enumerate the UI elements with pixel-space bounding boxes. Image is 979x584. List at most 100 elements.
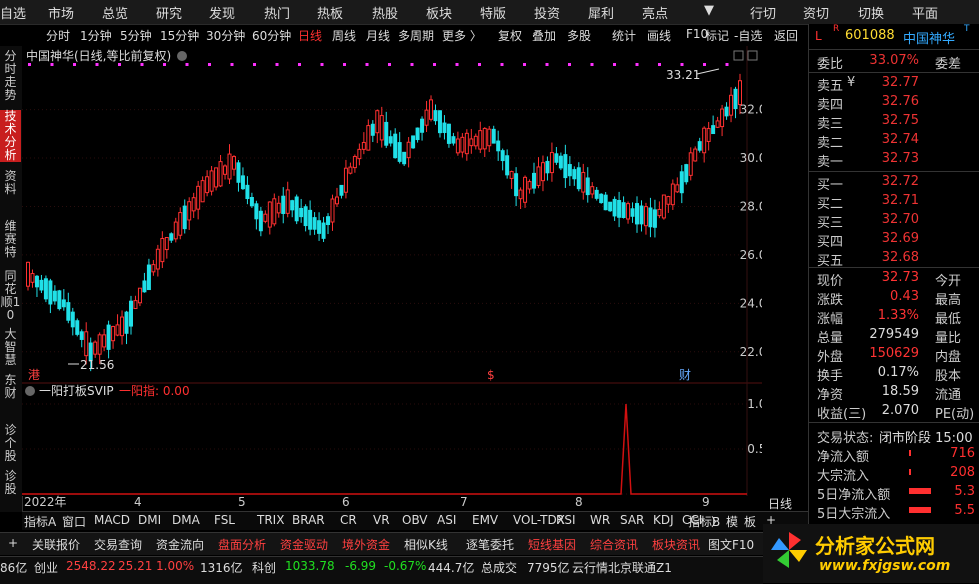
left-tab-1[interactable]: 技术分析 bbox=[0, 110, 21, 162]
left-tab-7[interactable]: 诊个股 bbox=[4, 423, 17, 463]
indicator-tab-5[interactable]: FSL bbox=[214, 513, 235, 527]
indicator-tab-8[interactable]: CR bbox=[340, 513, 357, 527]
toolbar-item-1[interactable]: 叠加 bbox=[532, 29, 557, 43]
indicator-tab-11[interactable]: ASI bbox=[437, 513, 457, 527]
menu-item-1[interactable]: 市场 bbox=[48, 7, 75, 22]
period-tab-5[interactable]: 60分钟 bbox=[252, 29, 292, 43]
indicator-tab-12[interactable]: EMV bbox=[472, 513, 499, 527]
indicator-tab-18[interactable]: CCI bbox=[682, 513, 703, 527]
indicator-tab-17[interactable]: KDJ bbox=[653, 513, 674, 527]
period-tab-9[interactable]: 多周期 bbox=[398, 29, 435, 43]
menu-dropdown-icon[interactable]: ▼ bbox=[704, 3, 714, 18]
menu-item-7[interactable]: 热股 bbox=[372, 7, 399, 22]
kline-chart[interactable]: 中国神华(日线,等比前复权) 32.00 30.00 28.00 26.00 24.00… bbox=[22, 46, 762, 512]
function-item-2[interactable]: 资金流向 bbox=[156, 538, 205, 552]
indicator-tab-10[interactable]: OBV bbox=[402, 513, 428, 527]
left-tab-4[interactable]: 同花顺10 bbox=[0, 269, 21, 322]
menu-item-11[interactable]: 犀利 bbox=[588, 7, 615, 22]
indicator-tab-1[interactable]: 窗口 bbox=[62, 515, 87, 529]
left-tab-5[interactable]: 大智慧 bbox=[4, 327, 17, 367]
indicator-tab-4[interactable]: DMA bbox=[172, 513, 200, 527]
indicator-bar-right-2[interactable]: 板 bbox=[744, 515, 757, 529]
indicator-tab-9[interactable]: VR bbox=[373, 513, 390, 527]
function-item-8[interactable]: 短线基因 bbox=[528, 538, 577, 552]
event-marker-report[interactable]: 财 bbox=[679, 368, 691, 382]
function-item-4[interactable]: 资金驱动 bbox=[280, 538, 329, 552]
function-item-1[interactable]: 交易查询 bbox=[94, 538, 143, 552]
function-item-0[interactable]: 关联报价 bbox=[32, 538, 81, 552]
toolbar-item-4[interactable]: 画线 bbox=[647, 29, 672, 43]
function-item-11[interactable]: 图文F10 bbox=[708, 538, 755, 552]
indicator-bar-right-0[interactable]: 指标B bbox=[688, 515, 721, 529]
status-item-3: 25.21 bbox=[118, 559, 153, 573]
indicator-bar-right-3[interactable]: + bbox=[766, 513, 777, 527]
candle bbox=[549, 142, 554, 182]
indicator-tab-19[interactable]: 〉 bbox=[711, 515, 724, 529]
indicator-tab-15[interactable]: WR bbox=[590, 513, 611, 527]
function-item-7[interactable]: 逐笔委托 bbox=[466, 538, 515, 552]
indicator-tab-14[interactable]: RSI bbox=[556, 513, 576, 527]
menu-item-0[interactable]: 自选 bbox=[0, 7, 27, 22]
toolbar-item-7[interactable]: -自选 bbox=[734, 29, 763, 43]
stat-row-6: 净资 18.59 流通 bbox=[809, 383, 979, 403]
menu-item-12[interactable]: 亮点 bbox=[642, 7, 669, 22]
indicator-bar-right-1[interactable]: 模 bbox=[726, 515, 739, 529]
function-item-5[interactable]: 境外资金 bbox=[342, 538, 391, 552]
menu-item-10[interactable]: 投资 bbox=[534, 7, 561, 22]
indicator-tab-6[interactable]: TRIX bbox=[257, 513, 285, 527]
toolbar-item-3[interactable]: 统计 bbox=[612, 29, 637, 43]
signal-marker bbox=[343, 63, 346, 66]
indicator-tab-0[interactable]: 指标A bbox=[24, 515, 57, 529]
toolbar-item-8[interactable]: 返回 bbox=[774, 29, 799, 43]
chart-settings-icon[interactable] bbox=[177, 51, 187, 61]
indicator-name[interactable]: 一阳打板SVIP bbox=[39, 384, 114, 398]
left-tab-0[interactable]: 分时走势 bbox=[4, 49, 17, 102]
candle bbox=[97, 332, 102, 365]
menu-right-item-1[interactable]: 资切 bbox=[803, 7, 830, 22]
menu-item-2[interactable]: 总览 bbox=[102, 7, 129, 22]
toolbar-item-2[interactable]: 多股 bbox=[567, 29, 592, 43]
period-tab-6[interactable]: 日线 bbox=[298, 29, 323, 43]
left-tab-8[interactable]: 诊股 bbox=[4, 469, 17, 496]
period-tab-8[interactable]: 月线 bbox=[366, 29, 391, 43]
period-tab-0[interactable]: 分时 bbox=[46, 29, 71, 43]
period-tab-2[interactable]: 5分钟 bbox=[120, 29, 152, 43]
indicator-tab-13[interactable]: VOL-TDX bbox=[513, 513, 565, 527]
indicator-tab-16[interactable]: SAR bbox=[620, 513, 645, 527]
menu-right-item-3[interactable]: 平面 bbox=[912, 7, 939, 22]
function-item-10[interactable]: 板块资讯 bbox=[652, 538, 701, 552]
menu-item-5[interactable]: 热门 bbox=[264, 7, 291, 22]
menu-item-6[interactable]: 热板 bbox=[317, 7, 344, 22]
period-tab-1[interactable]: 1分钟 bbox=[80, 29, 112, 43]
period-tab-3[interactable]: 15分钟 bbox=[160, 29, 200, 43]
period-tab-10[interactable]: 更多 〉 bbox=[442, 29, 482, 43]
menu-item-3[interactable]: 研究 bbox=[156, 7, 183, 22]
menu-right-item-0[interactable]: 行切 bbox=[750, 7, 777, 22]
toolbar-item-0[interactable]: 复权 bbox=[498, 29, 523, 43]
function-item-3[interactable]: 盘面分析 bbox=[218, 538, 267, 552]
function-item-9[interactable]: 综合资讯 bbox=[590, 538, 639, 552]
indicator-tab-2[interactable]: MACD bbox=[94, 513, 130, 527]
signal-marker bbox=[680, 63, 684, 66]
left-tab-3[interactable]: 维赛特 bbox=[4, 219, 17, 259]
function-item-6[interactable]: 相似K线 bbox=[404, 538, 448, 552]
event-marker-hk[interactable]: 港 bbox=[28, 368, 40, 382]
toolbar-item-6[interactable]: 标记 bbox=[705, 29, 730, 43]
menu-right-item-2[interactable]: 切换 bbox=[858, 7, 885, 22]
left-tab-6[interactable]: 东财 bbox=[4, 373, 17, 400]
period-tab-4[interactable]: 30分钟 bbox=[206, 29, 246, 43]
indicator-settings-icon[interactable] bbox=[25, 386, 35, 396]
menu-item-9[interactable]: 特版 bbox=[480, 7, 507, 22]
toolbar-item-5[interactable]: F10 bbox=[686, 27, 709, 41]
indicator-tab-3[interactable]: DMI bbox=[138, 513, 162, 527]
chart-window-icons[interactable] bbox=[733, 50, 758, 61]
period-tab-7[interactable]: 周线 bbox=[332, 29, 357, 43]
menu-item-8[interactable]: 板块 bbox=[426, 7, 453, 22]
menu-item-4[interactable]: 发现 bbox=[209, 7, 236, 22]
indicator-tab-7[interactable]: BRAR bbox=[292, 513, 325, 527]
function-bar-plus-icon[interactable]: + bbox=[8, 536, 19, 550]
left-tab-2[interactable]: 资料 bbox=[4, 169, 17, 196]
stat-row-4: 外盘 150629 内盘 bbox=[809, 345, 979, 365]
event-marker-dividend[interactable]: $ bbox=[487, 368, 495, 382]
candle bbox=[523, 175, 528, 208]
